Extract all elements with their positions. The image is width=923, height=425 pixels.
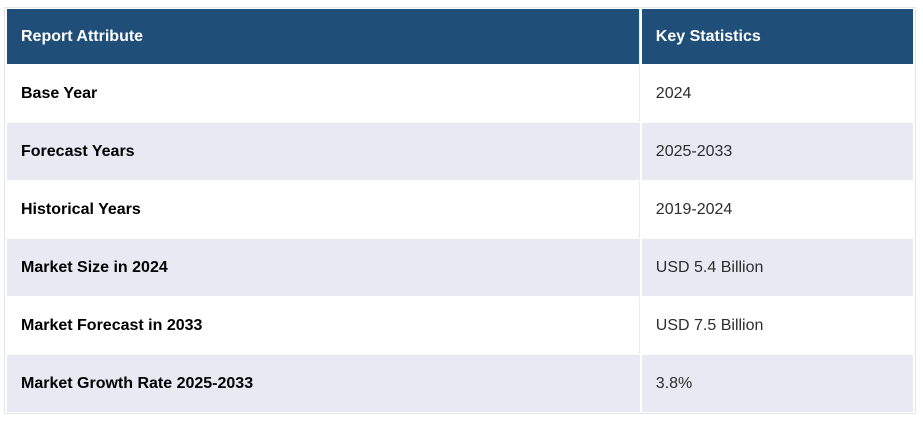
value-cell: 2025-2033 [641, 123, 913, 180]
table-header: Report Attribute Key Statistics [7, 9, 913, 64]
value-cell: 2024 [641, 65, 913, 122]
attribute-cell: Forecast Years [7, 123, 640, 180]
attribute-cell: Market Size in 2024 [7, 239, 640, 296]
attribute-cell: Historical Years [7, 181, 640, 238]
table-row-market-size: Market Size in 2024 USD 5.4 Billion [7, 239, 913, 296]
value-cell: 3.8% [641, 355, 913, 412]
value-cell: 2019-2024 [641, 181, 913, 238]
table-row-base-year: Base Year 2024 [7, 65, 913, 122]
header-cell-key-statistics: Key Statistics [641, 9, 913, 64]
table-body: Base Year 2024 Forecast Years 2025-2033 … [7, 65, 913, 412]
header-row: Report Attribute Key Statistics [7, 9, 913, 64]
table-row-historical-years: Historical Years 2019-2024 [7, 181, 913, 238]
table-row-market-forecast: Market Forecast in 2033 USD 7.5 Billion [7, 297, 913, 354]
table-row-forecast-years: Forecast Years 2025-2033 [7, 123, 913, 180]
attribute-cell: Market Forecast in 2033 [7, 297, 640, 354]
table-row-growth-rate: Market Growth Rate 2025-2033 3.8% [7, 355, 913, 412]
report-attributes-table: Report Attribute Key Statistics Base Yea… [5, 8, 915, 413]
report-attributes-table-container: Report Attribute Key Statistics Base Yea… [4, 7, 916, 414]
header-cell-report-attribute: Report Attribute [7, 9, 640, 64]
value-cell: USD 7.5 Billion [641, 297, 913, 354]
attribute-cell: Market Growth Rate 2025-2033 [7, 355, 640, 412]
attribute-cell: Base Year [7, 65, 640, 122]
value-cell: USD 5.4 Billion [641, 239, 913, 296]
